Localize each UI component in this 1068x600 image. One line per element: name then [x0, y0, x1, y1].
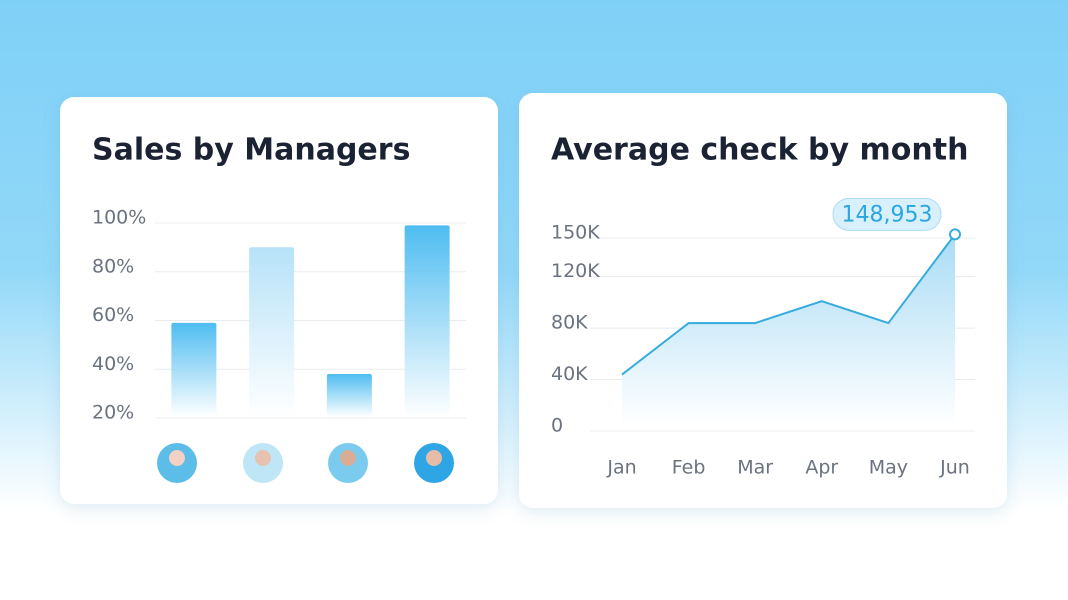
x-tick-label: Apr [805, 457, 838, 479]
y-tick-label: 40K [551, 363, 588, 385]
value-label: 148,953 [842, 202, 933, 227]
bar [326, 374, 372, 417]
x-tick-label: Jan [606, 457, 636, 479]
y-tick-label: 20% [92, 402, 134, 424]
avatars [157, 443, 454, 483]
y-tick-label: 120K [551, 260, 600, 282]
y-tick-label: 80% [92, 255, 134, 277]
avatar-face [426, 450, 442, 466]
y-tick-label: 40% [92, 353, 134, 375]
x-tick-label: Jun [939, 457, 970, 479]
area [622, 234, 955, 426]
card-title: Sales by Managers [92, 133, 410, 168]
value-label-bg [832, 197, 942, 231]
x-tick-label: Feb [672, 457, 706, 479]
line [621, 233, 956, 376]
y-tick-label: 0 [551, 415, 563, 437]
y-tick-label: 60% [92, 304, 134, 326]
y-tick-label: 80K [551, 312, 588, 334]
point [949, 228, 961, 241]
avatar-face [169, 450, 185, 466]
card-title: Average check by month [551, 133, 968, 168]
bar [171, 322, 217, 417]
y-tick-label: 100% [92, 207, 146, 229]
bar [404, 225, 450, 417]
avatar-face [255, 450, 271, 466]
y-tick-label: 150K [551, 222, 600, 244]
x-tick-label: May [869, 457, 908, 479]
bar [249, 247, 295, 417]
x-tick-label: Mar [737, 457, 773, 479]
avatar-face [340, 450, 356, 466]
